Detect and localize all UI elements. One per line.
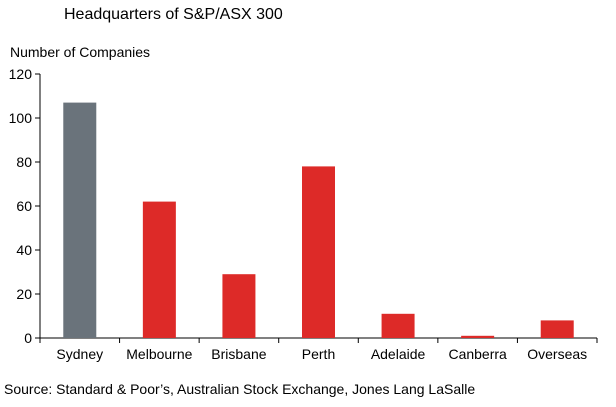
x-tick-label-perth: Perth: [302, 346, 335, 362]
y-axis: 0 20 40 60 80 100 120: [9, 66, 41, 346]
y-tick-label: 60: [16, 198, 32, 214]
bars: [63, 102, 574, 338]
bar-melbourne: [142, 201, 176, 338]
y-tick-label: 100: [9, 110, 33, 126]
chart-title: Headquarters of S&P/ASX 300: [64, 6, 283, 23]
bar-perth: [302, 166, 335, 338]
x-tick-label-adelaide: Adelaide: [371, 346, 426, 362]
y-tick-label: 80: [16, 154, 32, 170]
bar-canberra: [461, 335, 495, 338]
y-tick-label: 40: [16, 242, 32, 258]
source-note: Source: Standard & Poor’s, Australian St…: [4, 381, 476, 397]
x-axis: Sydney Melbourne Brisbane Perth Adelaide Canb…: [39, 337, 598, 362]
x-tick-label-melbourne: Melbourne: [126, 346, 192, 362]
bar-adelaide: [381, 313, 415, 338]
y-tick-label: 20: [16, 286, 32, 302]
x-tick-label-canberra: Canberra: [448, 346, 507, 362]
y-axis-label: Number of Companies: [10, 44, 151, 60]
bar-brisbane: [222, 274, 256, 338]
y-tick-label: 0: [24, 330, 32, 346]
x-tick-label-sydney: Sydney: [56, 346, 103, 362]
bar-sydney: [63, 102, 97, 338]
bar-overseas: [540, 320, 574, 338]
x-tick-label-brisbane: Brisbane: [211, 346, 266, 362]
x-tick-label-overseas: Overseas: [527, 346, 587, 362]
y-tick-label: 120: [9, 66, 33, 82]
